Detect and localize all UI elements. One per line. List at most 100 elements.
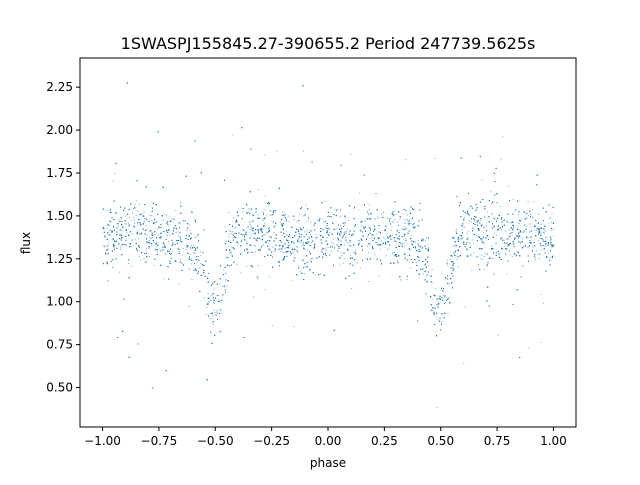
data-point — [190, 263, 192, 265]
data-point — [310, 242, 312, 243]
data-point — [399, 218, 401, 220]
data-point — [378, 275, 380, 277]
data-point — [511, 234, 513, 236]
data-point — [292, 236, 294, 238]
data-point — [303, 248, 305, 250]
data-point — [406, 214, 408, 216]
data-point — [351, 288, 353, 289]
data-point — [447, 312, 449, 314]
data-point — [207, 293, 209, 295]
data-point — [305, 204, 307, 206]
data-point — [496, 235, 498, 236]
data-point — [242, 228, 244, 230]
data-point — [341, 252, 343, 254]
data-point — [385, 255, 387, 257]
data-point — [216, 312, 218, 314]
data-point — [250, 234, 252, 236]
data-point — [377, 217, 379, 219]
data-point — [394, 219, 396, 221]
data-point — [115, 213, 117, 215]
data-point — [250, 245, 251, 247]
data-point — [236, 264, 238, 265]
data-point — [504, 230, 506, 232]
data-point — [368, 280, 370, 282]
data-point — [418, 244, 420, 246]
data-point — [288, 242, 290, 243]
data-point — [189, 224, 191, 226]
data-point — [471, 269, 473, 271]
data-point — [335, 228, 337, 230]
data-point — [311, 236, 313, 238]
data-point — [284, 211, 286, 213]
data-point — [517, 251, 519, 252]
data-point — [359, 241, 361, 243]
data-point — [213, 303, 215, 304]
data-point — [408, 224, 410, 226]
data-point — [297, 228, 299, 230]
data-point — [483, 232, 485, 234]
data-point — [310, 259, 311, 261]
data-point — [106, 210, 108, 212]
data-point — [300, 239, 302, 241]
data-point — [457, 239, 459, 241]
data-point — [280, 221, 282, 223]
data-point — [196, 259, 198, 261]
data-point — [490, 203, 492, 205]
data-point — [177, 240, 178, 242]
data-point — [157, 251, 159, 253]
data-point — [538, 232, 540, 234]
data-point — [526, 226, 528, 227]
data-point — [246, 266, 248, 267]
data-point — [383, 236, 385, 238]
data-point — [505, 238, 507, 240]
data-point — [264, 222, 265, 224]
data-point — [436, 407, 438, 408]
data-point — [213, 300, 215, 302]
data-point — [263, 211, 265, 213]
data-point — [454, 245, 456, 247]
data-point — [418, 245, 419, 247]
data-point — [327, 231, 328, 233]
data-point — [220, 300, 222, 301]
data-point — [139, 224, 141, 226]
data-point — [225, 273, 227, 275]
data-point — [446, 278, 448, 279]
data-point — [497, 334, 499, 336]
data-point — [132, 233, 134, 235]
data-point — [373, 231, 374, 232]
data-point — [304, 273, 306, 275]
data-point — [185, 220, 186, 222]
data-point — [397, 225, 399, 227]
data-point — [138, 237, 140, 239]
data-point — [220, 302, 222, 303]
data-point — [226, 249, 227, 250]
data-point — [189, 269, 191, 271]
data-point — [249, 232, 251, 234]
data-point — [206, 306, 208, 308]
data-point — [264, 289, 266, 291]
data-point — [277, 249, 279, 251]
data-point — [228, 252, 230, 254]
data-point — [345, 236, 346, 238]
data-point — [535, 229, 537, 231]
data-point — [481, 179, 483, 181]
data-point — [452, 264, 454, 265]
data-point — [500, 219, 502, 220]
data-point — [153, 264, 155, 266]
data-point — [360, 231, 362, 232]
data-point — [437, 303, 439, 305]
data-point — [181, 254, 183, 256]
data-point — [214, 312, 216, 314]
data-point — [519, 241, 520, 243]
data-point — [422, 273, 424, 275]
data-point — [540, 249, 542, 251]
data-point — [219, 283, 221, 285]
data-point — [551, 221, 552, 223]
data-point — [316, 234, 318, 236]
data-point — [436, 316, 438, 318]
data-point — [281, 252, 283, 253]
data-point — [426, 274, 428, 276]
data-point — [141, 213, 143, 215]
data-point — [545, 245, 546, 247]
data-point — [288, 221, 290, 223]
